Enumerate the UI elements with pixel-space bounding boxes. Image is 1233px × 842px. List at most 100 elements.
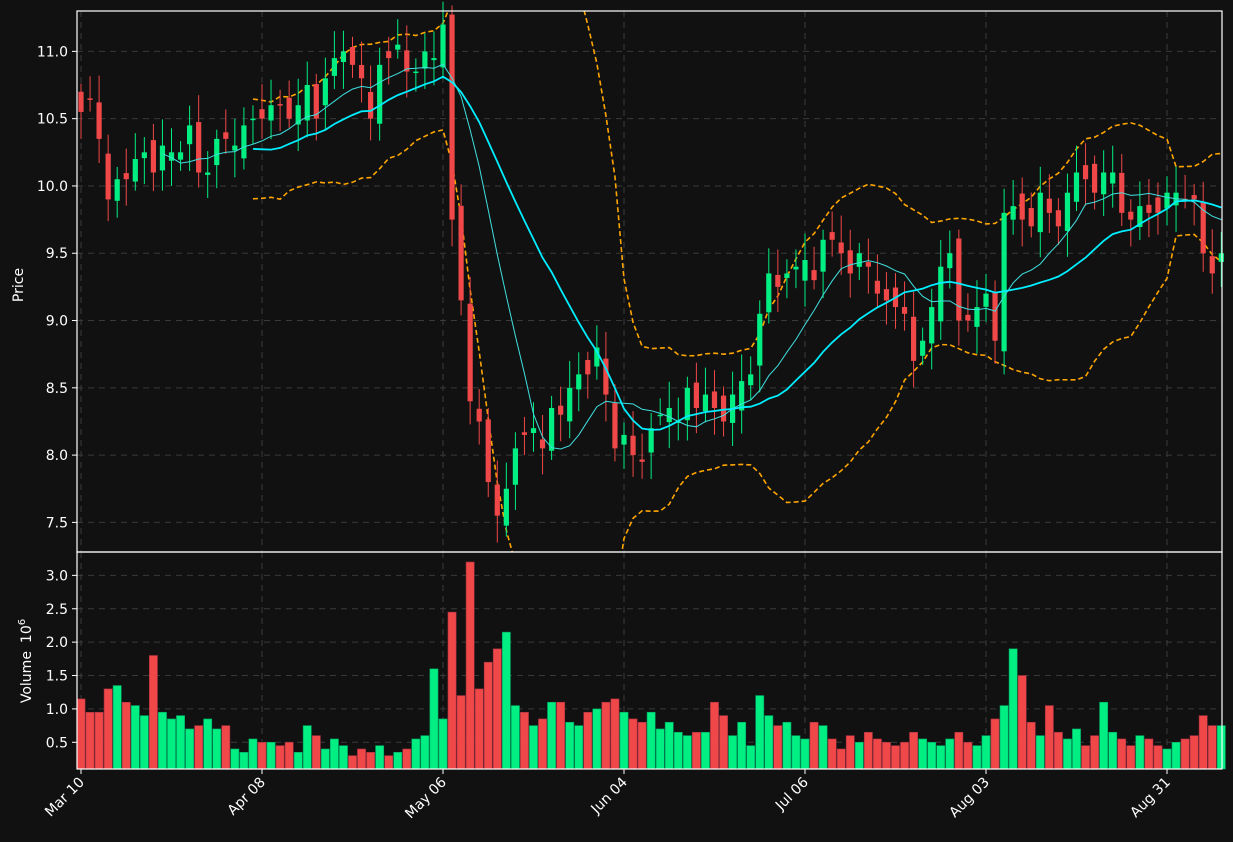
volume-bar <box>1216 725 1226 770</box>
volume-bar <box>909 731 918 770</box>
volume-bar <box>411 738 421 770</box>
price-grid <box>77 11 1222 552</box>
volume-bar <box>818 725 828 770</box>
volume-bar <box>121 701 131 770</box>
volume-bar <box>1126 745 1136 770</box>
volume-bar <box>547 701 556 770</box>
candle-body <box>775 274 781 287</box>
price-tick-label: 8.0 <box>46 448 68 464</box>
price-tick-label: 7.5 <box>46 515 68 531</box>
candle-body <box>196 122 202 173</box>
candle-body <box>711 391 718 409</box>
volume-bar <box>248 738 258 770</box>
volume-bar <box>465 561 475 770</box>
candle-body <box>177 152 184 160</box>
candle-body <box>720 395 727 422</box>
volume-bar <box>1044 705 1054 770</box>
volume-bar <box>1117 738 1127 770</box>
candle-body <box>630 435 636 456</box>
candle-body <box>476 408 482 422</box>
volume-tick-label: 3.0 <box>46 568 68 584</box>
volume-bar <box>610 698 620 770</box>
candle-body <box>449 14 455 220</box>
price-tick-label: 10.0 <box>37 179 68 195</box>
candle-body <box>585 360 591 375</box>
volume-bar <box>103 688 113 770</box>
x-tick-label: Jun 04 <box>588 774 631 817</box>
x-tick-label: Jul 06 <box>772 774 812 814</box>
x-tick-label: May 06 <box>402 774 450 822</box>
volume-bar <box>492 648 502 770</box>
candle-body <box>739 381 745 411</box>
candle-body <box>1073 172 1080 202</box>
volume-bar <box>212 728 222 770</box>
candle-body <box>784 273 790 279</box>
candle-body <box>349 47 356 65</box>
candle-body <box>567 387 573 422</box>
volume-bar <box>94 711 104 770</box>
candle-body <box>594 347 600 367</box>
candle-body <box>358 64 365 79</box>
volume-tick-label: 0.5 <box>46 735 68 751</box>
candle-body <box>621 434 627 445</box>
volume-exponent-power: 6 <box>17 619 28 625</box>
candle-body <box>1128 211 1134 220</box>
volume-bar <box>746 745 756 770</box>
volume-bar <box>420 735 430 770</box>
candle-body <box>1200 201 1206 254</box>
candle-body <box>440 24 446 68</box>
volume-bar <box>1198 715 1208 770</box>
price-tick-label: 8.5 <box>46 381 68 397</box>
volume-bar <box>257 741 267 770</box>
volume-bar <box>1099 701 1109 770</box>
volume-bar <box>293 752 303 770</box>
volume-bar <box>719 715 728 770</box>
volume-bar <box>710 701 719 770</box>
candle-body <box>331 58 337 76</box>
volume-bar <box>999 705 1009 770</box>
volume-bar <box>483 661 493 770</box>
candle-body <box>340 51 347 63</box>
volume-bar <box>275 745 285 770</box>
volume-bar <box>1017 675 1027 770</box>
candle-body <box>1046 198 1052 213</box>
volume-bar <box>872 738 882 770</box>
volume-bar <box>1054 731 1063 770</box>
candle-body <box>286 97 292 119</box>
volume-panel-frame <box>76 551 1223 770</box>
volume-tick-label: 2.5 <box>46 602 68 618</box>
volume-bar <box>149 655 158 770</box>
volume-bar <box>510 705 520 770</box>
bollinger-bands <box>252 11 1222 552</box>
volume-bar <box>1026 721 1036 770</box>
volume-bar <box>1072 728 1081 770</box>
candle-body <box>549 408 555 451</box>
candle-body <box>485 419 491 483</box>
volume-bar <box>1090 735 1099 770</box>
candle-body <box>150 140 156 173</box>
volume-y-axis: 0.5 1.0 1.5 2.0 2.5 3.0 <box>46 568 77 751</box>
volume-bar <box>529 725 538 770</box>
candle-body <box>503 488 509 526</box>
volume-bar <box>348 755 357 770</box>
volume-bar <box>673 731 683 770</box>
volume-bar <box>357 748 366 770</box>
candle-body <box>404 50 410 72</box>
candle-body <box>377 64 383 124</box>
volume-bar <box>1189 735 1199 770</box>
volume-tick-label: 2.0 <box>46 635 68 651</box>
volume-bar <box>320 748 330 770</box>
candle-body <box>494 484 500 516</box>
volume-bar <box>158 711 167 770</box>
x-tick-label: Aug 31 <box>1127 775 1173 821</box>
volume-bar <box>809 721 819 770</box>
candle-body <box>965 314 971 321</box>
candle-body <box>956 238 962 321</box>
candle-body <box>757 313 763 366</box>
volume-bar <box>664 721 674 770</box>
volume-exponent-base: 10 <box>19 625 35 643</box>
volume-bar <box>936 745 946 770</box>
upper-band-line <box>252 11 1222 357</box>
volume-bar <box>646 711 656 770</box>
